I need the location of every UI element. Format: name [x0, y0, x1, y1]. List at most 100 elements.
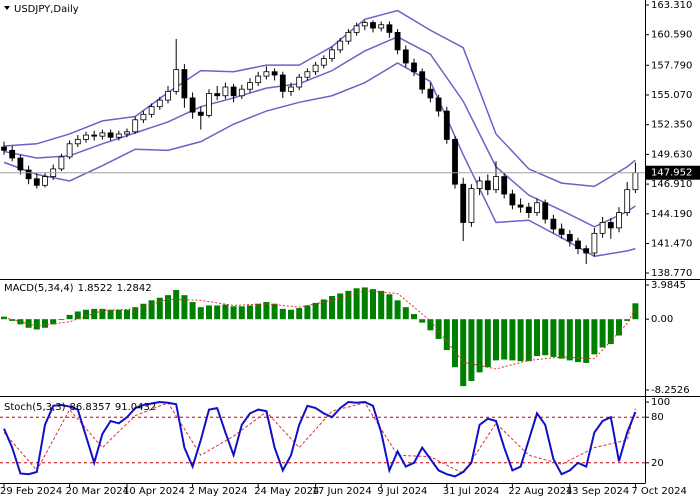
candle-body [148, 106, 155, 115]
x-tick-label: 24 May 2024 [254, 486, 319, 497]
macd-bar [99, 308, 106, 320]
candle-body [181, 69, 188, 99]
x-tick-label: 20 Mar 2024 [66, 486, 129, 497]
macd-bar [189, 302, 196, 320]
macd-bar [607, 319, 614, 345]
candle-body [107, 132, 114, 138]
candle-body [550, 218, 557, 230]
candle-body [345, 32, 352, 42]
y-tick-label: 157.790 [651, 60, 692, 71]
macd-bar [83, 309, 89, 320]
candle-body [304, 71, 311, 78]
macd-bar [33, 319, 40, 330]
macd-bar [411, 314, 417, 320]
macd-bar [575, 319, 581, 363]
candle-body [140, 113, 147, 121]
macd-bar [173, 290, 180, 320]
candle-body [1, 146, 7, 151]
candle-body [402, 49, 409, 64]
candle-body [263, 71, 270, 77]
macd-bar [443, 319, 450, 351]
candle-body [501, 176, 508, 195]
y-tick-label: -8.2526 [651, 385, 690, 396]
panel-title: USDJPY,Daily [14, 4, 79, 15]
macd-bar [74, 311, 81, 320]
candle-body [361, 22, 368, 27]
macd-bar [238, 306, 245, 320]
macd-bar [386, 294, 393, 320]
macd-bar [435, 319, 442, 339]
candle-body [624, 189, 631, 214]
macd-bar [484, 319, 491, 368]
y-tick-label: 152.350 [651, 120, 692, 131]
y-tick-label: 141.470 [651, 239, 692, 250]
macd-bar [616, 319, 622, 336]
candle-body [419, 71, 426, 90]
macd-bar [419, 319, 426, 323]
macd-bar [156, 297, 163, 320]
macd-bar [66, 314, 73, 320]
macd-bar [230, 306, 237, 320]
macd-bar [394, 300, 401, 320]
macd-signal [3, 290, 636, 370]
candle-body [583, 248, 590, 254]
macd-bar [591, 319, 598, 355]
macd-bar [214, 305, 221, 320]
macd-bar [402, 307, 409, 320]
indicator-value: 91.0432 [115, 402, 156, 413]
macd-bar [91, 308, 98, 320]
candle-body [607, 222, 614, 229]
macd-bar [222, 304, 229, 320]
candle-body [329, 49, 335, 60]
macd-bar [542, 319, 549, 356]
candle-body [566, 234, 573, 242]
candle-body [156, 99, 163, 108]
macd-bar [550, 319, 557, 357]
candle-body [493, 176, 499, 191]
macd-bar [501, 319, 508, 360]
symbol-menu-arrow[interactable] [4, 6, 10, 10]
y-tick-label: 100 [651, 397, 670, 408]
bollinger-band [3, 9, 636, 188]
candle-body [411, 62, 417, 73]
candle-body [476, 180, 483, 189]
macd-bar [58, 319, 65, 321]
candle-body [353, 25, 360, 33]
panel-title: MACD(5,34,4) [4, 283, 74, 294]
stoch-main [3, 400, 637, 478]
macd-bar [263, 302, 270, 320]
candle-body [279, 74, 286, 92]
x-tick-label: 2 May 2024 [189, 486, 248, 497]
macd-bar [337, 293, 344, 320]
stoch-signal [3, 402, 636, 475]
candle-body [247, 82, 253, 90]
candle-body [517, 204, 524, 208]
macd-bar [247, 305, 253, 320]
candle-body [525, 206, 532, 214]
candle-body [230, 86, 237, 97]
candle-body [99, 132, 106, 137]
candle-body [386, 24, 393, 33]
macd-bar [255, 303, 262, 320]
macd-bar [378, 290, 385, 320]
y-tick-label: 144.190 [651, 209, 692, 220]
x-tick-label: 29 Feb 2024 [0, 486, 62, 497]
x-tick-label: 10 Apr 2024 [123, 486, 185, 497]
candle-body [271, 71, 278, 76]
macd-bar [197, 307, 204, 320]
macd-bar [534, 319, 540, 357]
candle-body [632, 172, 639, 191]
candle-body [443, 110, 450, 140]
candle-body [74, 139, 81, 145]
candle-body [238, 88, 245, 97]
y-tick-label: 146.910 [651, 179, 692, 190]
macd-bar [345, 290, 352, 320]
macd-bar [304, 305, 311, 320]
x-tick-label: 17 Jun 2024 [312, 486, 372, 497]
candle-body [132, 119, 139, 133]
indicator-value: 1.8522 [78, 283, 113, 294]
candle-body [599, 222, 606, 234]
candle-body [534, 202, 540, 214]
candle-body [575, 240, 581, 250]
